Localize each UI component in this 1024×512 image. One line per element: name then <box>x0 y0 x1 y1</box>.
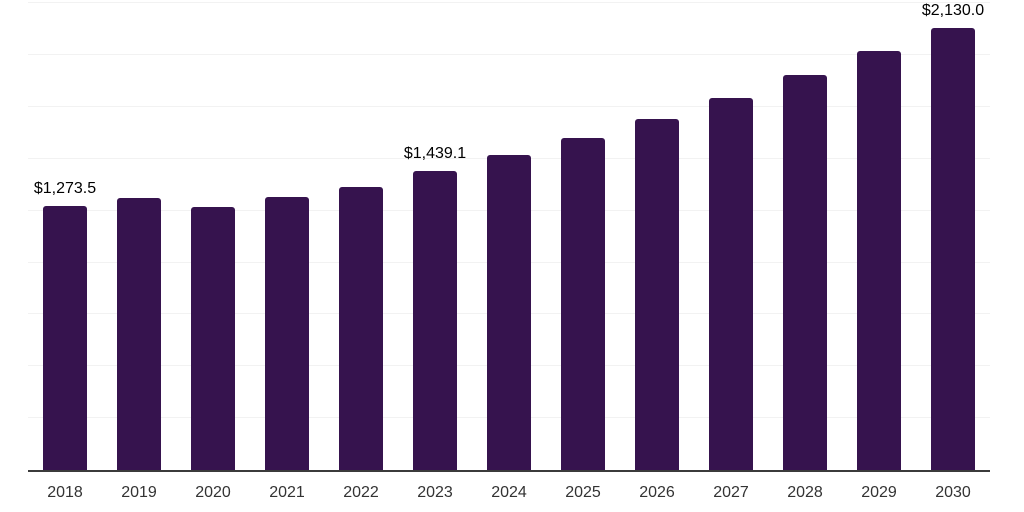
slot-2023: $1,439.1 <box>398 0 472 470</box>
x-label-2022: 2022 <box>343 484 379 501</box>
bar-2030 <box>931 28 975 470</box>
slot-2019 <box>102 0 176 470</box>
x-label-2025: 2025 <box>565 484 601 501</box>
x-axis-labels: 2018 2019 2020 2021 2022 2023 2024 2025 2026 2027… <box>28 483 990 502</box>
slot-2029 <box>842 0 916 470</box>
bar-2026 <box>635 118 679 470</box>
bar-2018 <box>43 205 87 470</box>
plot-area: $1,273.5 $1,439.1 $2,130.0 <box>28 0 990 470</box>
bar-2023 <box>413 171 457 470</box>
x-label-2021: 2021 <box>269 484 305 501</box>
bar-2019 <box>117 198 161 470</box>
x-label-2027: 2027 <box>713 484 749 501</box>
x-label-2023: 2023 <box>417 484 453 501</box>
x-label-2030: 2030 <box>935 484 971 501</box>
bar-2022 <box>339 186 383 470</box>
slot-2026 <box>620 0 694 470</box>
slot-2027 <box>694 0 768 470</box>
value-label-2018: $1,273.5 <box>33 179 97 197</box>
bar-slots: $1,273.5 $1,439.1 $2,130.0 <box>28 0 990 470</box>
value-label-2030: $2,130.0 <box>921 2 985 20</box>
x-label-2018: 2018 <box>47 484 83 501</box>
x-label-2028: 2028 <box>787 484 823 501</box>
gridline-2000 <box>28 54 990 55</box>
slot-2024 <box>472 0 546 470</box>
value-label-2023: $1,439.1 <box>403 145 467 163</box>
gridline-2250 <box>28 2 990 4</box>
x-label-2024: 2024 <box>491 484 527 501</box>
x-label-2019: 2019 <box>121 484 157 501</box>
slot-2020 <box>176 0 250 470</box>
x-label-2026: 2026 <box>639 484 675 501</box>
x-label-2020: 2020 <box>195 484 231 501</box>
bar-2029 <box>857 51 901 470</box>
x-axis-line <box>28 470 990 472</box>
slot-2028 <box>768 0 842 470</box>
bar-2024 <box>487 155 531 470</box>
slot-2018: $1,273.5 <box>28 0 102 470</box>
slot-2022 <box>324 0 398 470</box>
bar-2028 <box>783 75 827 470</box>
bar-2021 <box>265 196 309 470</box>
gridline-1750 <box>28 105 990 107</box>
slot-2030: $2,130.0 <box>916 0 990 470</box>
bar-2020 <box>191 207 235 470</box>
slot-2025 <box>546 0 620 470</box>
bar-2025 <box>561 138 605 470</box>
x-label-2029: 2029 <box>861 484 897 501</box>
bar-2027 <box>709 97 753 470</box>
slot-2021 <box>250 0 324 470</box>
